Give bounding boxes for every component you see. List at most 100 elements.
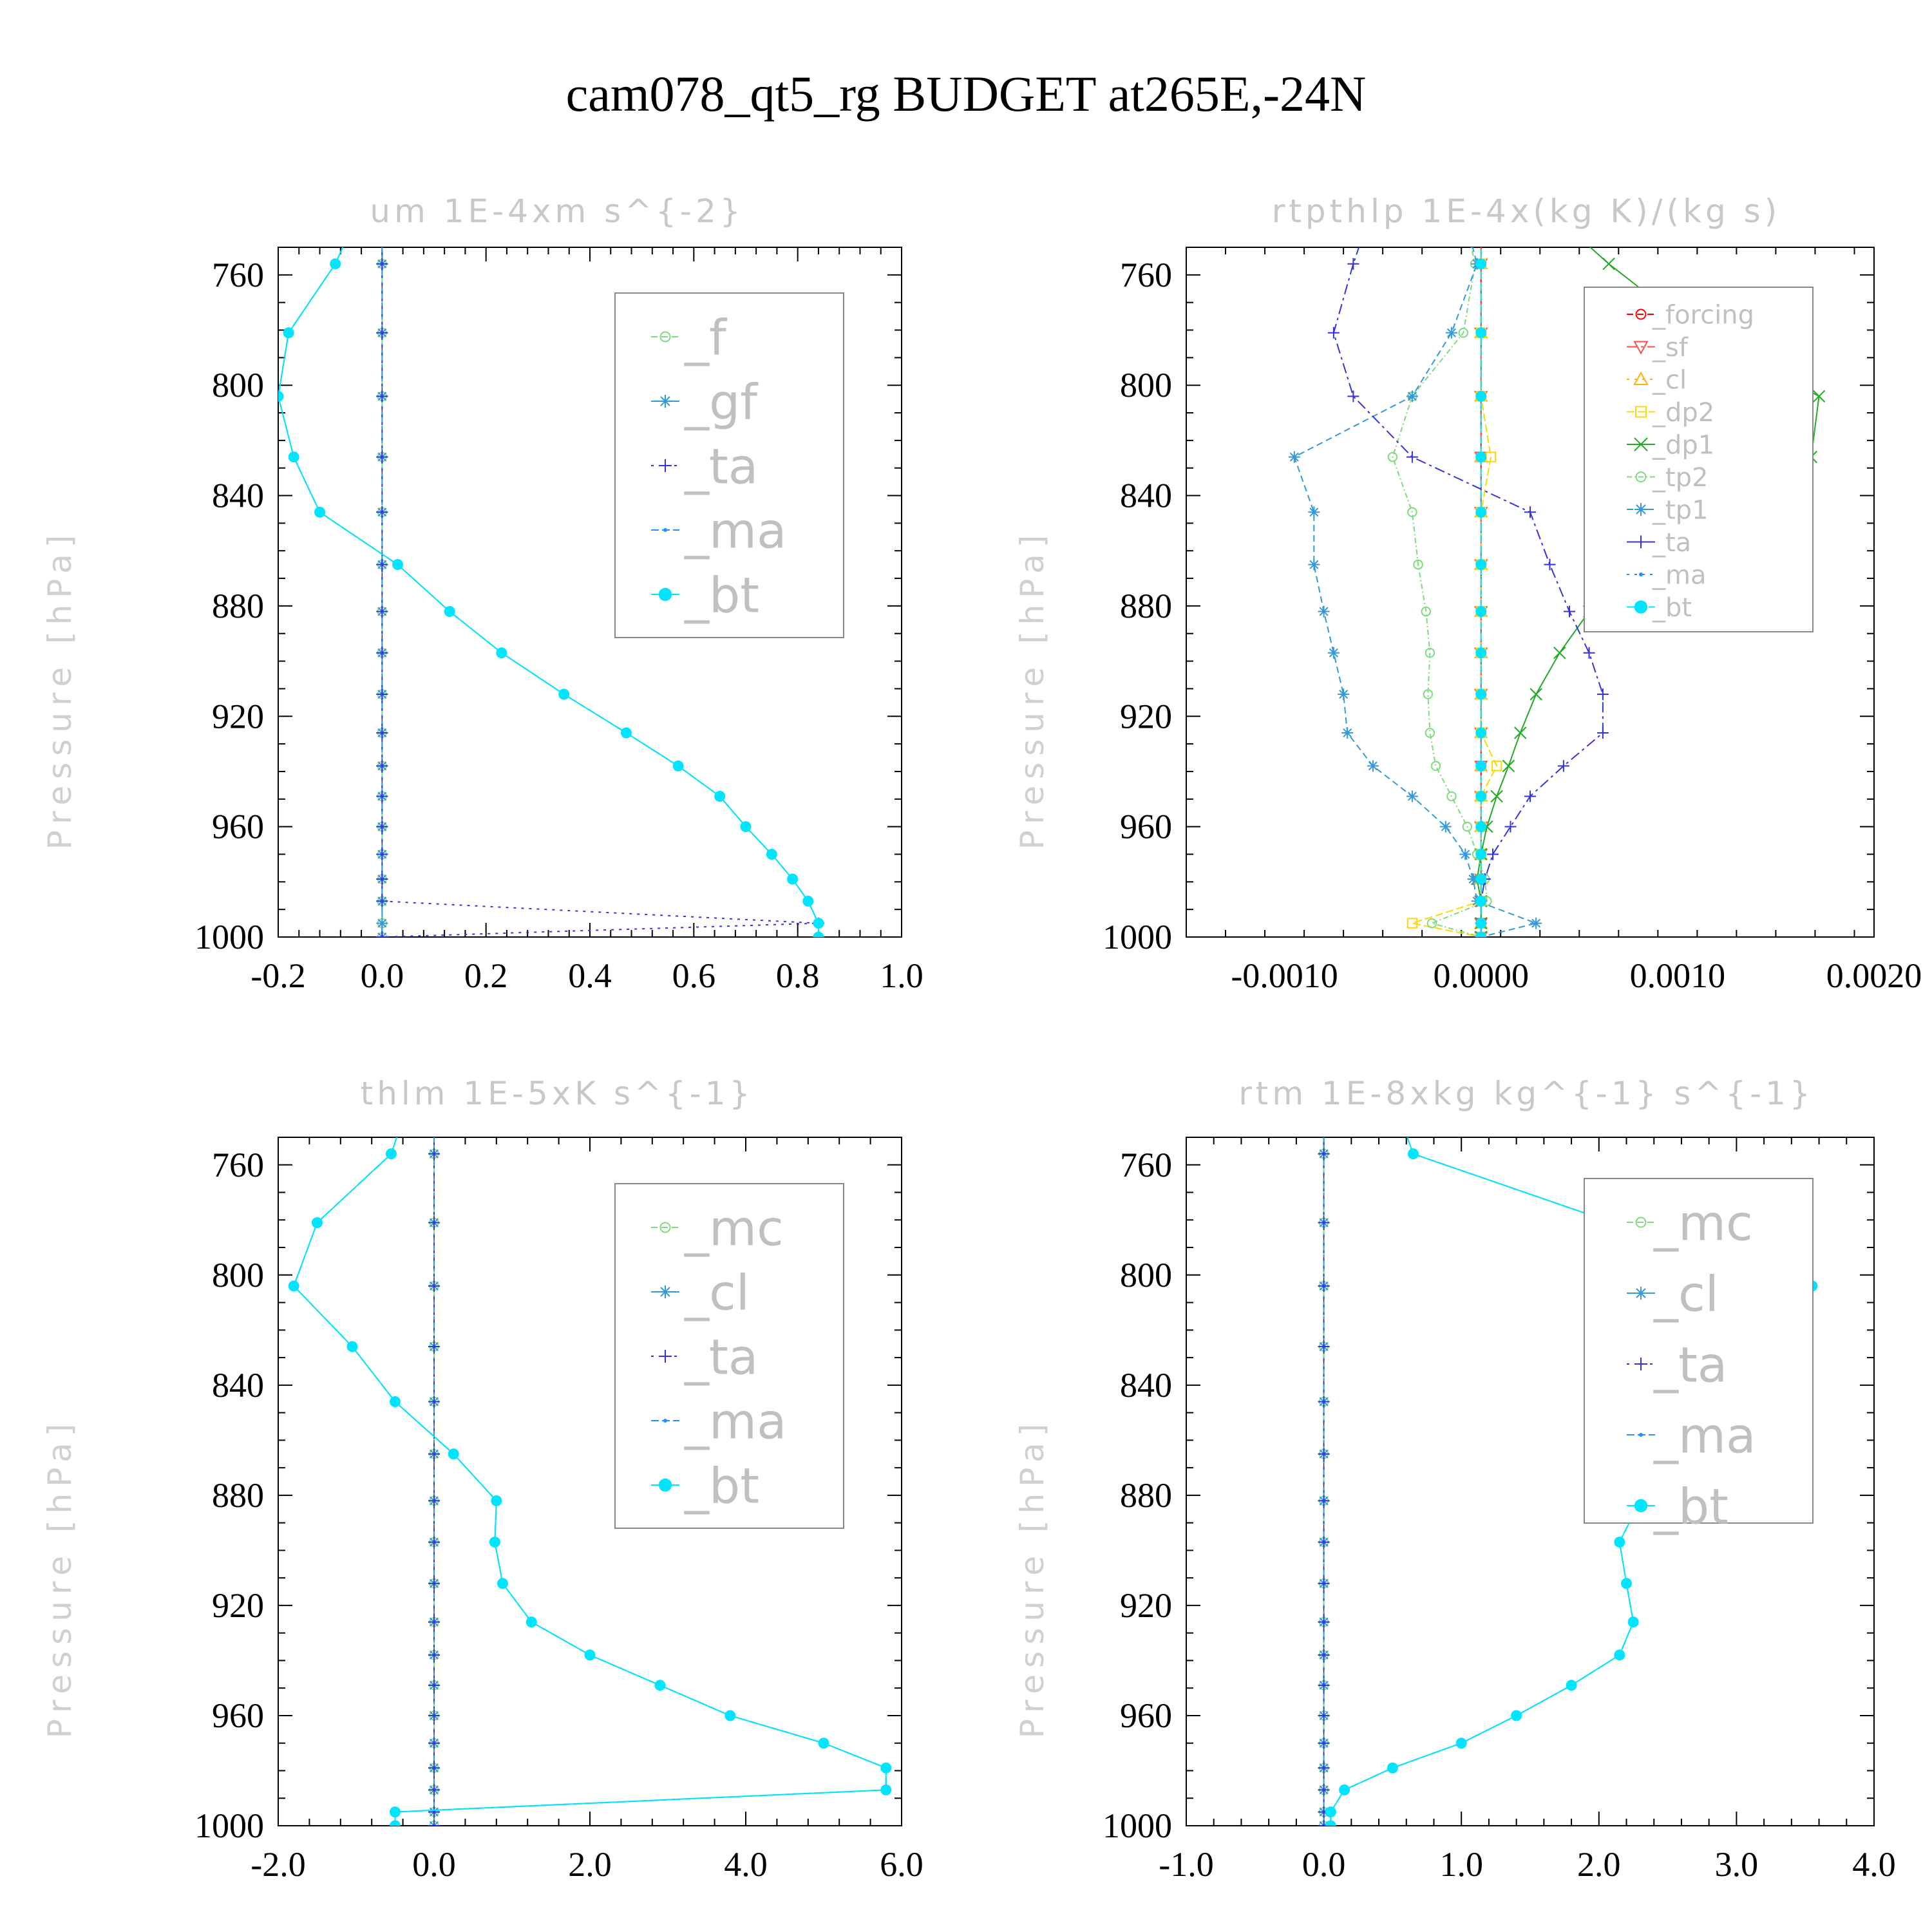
x-tick-label: -0.0010 [1231,956,1338,995]
legend-marker-ta [1634,535,1647,549]
data-point-ta [1487,848,1499,860]
legend-marker-gf [659,395,672,408]
data-point-bt [787,873,799,885]
data-point-bt [714,791,726,802]
legend-marker-bt [1634,1499,1648,1513]
data-point-ta [428,1448,440,1460]
x-tick-label: -0.2 [251,956,305,995]
data-point-tp2 [1446,791,1457,802]
data-point-bt [1455,1738,1467,1749]
data-point-bt [392,559,404,571]
data-point-dp2 [1406,918,1418,929]
data-point-tp2 [1425,728,1435,738]
legend-marker-bt [658,587,672,601]
data-point-bt [1475,727,1487,739]
y-tick-label: 800 [1120,366,1172,404]
y-tick-label: 1000 [1103,918,1172,956]
legend-marker-cl [659,1285,672,1298]
y-tick-label: 1000 [194,918,264,956]
data-point-tp2 [1426,918,1437,929]
data-point-tp1 [1467,873,1479,886]
y-axis-label-rtm: Pressure [hPa] [1014,1417,1051,1739]
data-point-bt [672,760,684,772]
data-point-bt [740,821,752,833]
data-point-ta [1583,647,1595,659]
data-point-bt [283,327,294,339]
data-point-bt [444,605,455,617]
data-point-ta [1318,1616,1330,1628]
data-point-bt [288,451,299,463]
legend-entry-cl: _cl [1652,365,1687,395]
data-point-ta [1596,726,1609,739]
legend-marker-ma [1639,1433,1643,1437]
y-tick-label: 760 [212,256,264,294]
plot-frame [1186,247,1875,938]
data-point-tp1 [1308,558,1320,571]
data-point-ta [1347,390,1359,402]
data-point-bt [1475,791,1487,802]
data-point-ta [376,506,388,518]
data-point-ta [428,1709,440,1721]
data-point-ta [428,1820,440,1826]
data-point-bt [1511,1710,1522,1721]
legend-marker-dp2 [1635,406,1647,418]
y-axis-label-thlm: Pressure [hPa] [41,1417,79,1739]
y-tick-label: 760 [212,1146,264,1184]
x-tick-label: 0.4 [568,956,612,995]
series-line-ta [1332,247,1604,937]
legend-entry-ma: _ma [1652,560,1706,590]
data-point-bt [1387,1762,1398,1774]
data-point-ta [1564,605,1576,618]
y-tick-label: 760 [1120,1146,1172,1184]
data-point-bt [584,1649,596,1661]
data-point-bt [1475,390,1487,402]
data-point-ta [1318,1396,1330,1408]
data-point-ta [376,647,388,659]
y-tick-label: 760 [1120,256,1172,294]
data-point-bt [813,918,824,929]
y-tick-label: 880 [212,1476,264,1515]
data-point-bt [1475,559,1487,571]
data-point-ta [1318,1679,1330,1691]
legend-marker-mc [1635,1217,1647,1228]
data-point-ta [428,1616,440,1628]
data-point-bt [880,1762,892,1774]
legend-marker-f [659,331,671,343]
data-point-ta [428,1679,440,1691]
data-point-bt [1475,895,1487,907]
legend-marker-tp1 [1634,503,1647,516]
series-group [1288,247,1826,937]
data-point-bt [489,1537,500,1548]
y-tick-label: 960 [212,1696,264,1735]
y-tick-label: 920 [212,1586,264,1625]
data-point-dp1 [1553,647,1566,659]
data-point-ta [376,688,388,701]
panel-title-um: um 1E-4xm s^{-2} [370,193,744,230]
plot-area-rtpthlp: 760 800 840 880 920 960 1000 -0.0010 0.0000 0.001… [1103,247,1922,995]
legend: _mc _cl _ta _ma _bt [1584,1178,1814,1535]
x-tick-label: 1.0 [1439,1845,1483,1884]
data-point-ta [376,258,388,270]
y-axis-label-rtpthlp: Pressure [hPa] [1014,529,1051,850]
legend-marker-ma [663,1419,667,1423]
y-tick-label: 880 [212,587,264,625]
data-point-tp1 [1341,726,1354,739]
data-point-ta [428,1577,440,1589]
panel-um: um 1E-4xm s^{-2} Pressure [hPa] 760 800 84… [41,193,923,995]
data-point-tp1 [1406,790,1418,802]
legend: _f _gf _ta _ma _bt [614,292,844,638]
legend-entry-ma: _ma [684,1392,787,1450]
x-tick-label: 4.0 [724,1845,768,1884]
data-point-ta [376,451,388,463]
data-point-bt [314,506,326,518]
data-point-ta [1318,1217,1330,1229]
data-point-ta [1318,1784,1330,1796]
data-point-bt [1475,760,1487,772]
legend-entry-forcing: _forcing [1652,300,1754,330]
data-point-tp2 [1413,559,1423,570]
data-point-ta [428,1762,440,1774]
data-point-bt [1475,931,1487,937]
legend-entry-dp2: _dp2 [1652,398,1714,428]
data-point-gf [376,917,388,929]
x-tick-label: 0.0020 [1826,956,1922,995]
